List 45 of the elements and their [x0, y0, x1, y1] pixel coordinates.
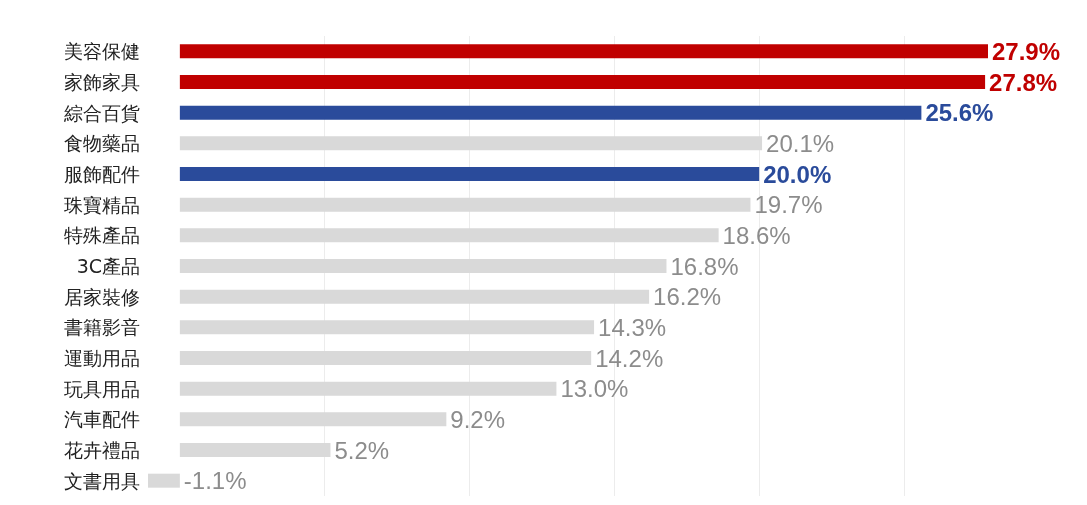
y-tick-label: 家飾家具	[64, 71, 140, 93]
y-tick-label: 文書用具	[64, 469, 140, 492]
y-tick-label: 美容保健	[64, 40, 140, 63]
data-label: 14.2%	[595, 344, 664, 372]
data-label: 19.7%	[754, 191, 823, 219]
data-label: 18.6%	[722, 221, 791, 249]
y-tick-label: 汽車配件	[64, 408, 140, 431]
bar	[179, 44, 988, 59]
y-tick-label: 書籍影音	[64, 316, 140, 339]
bar	[179, 412, 447, 427]
y-tick-label: 運動用品	[64, 347, 140, 369]
bar	[179, 75, 986, 89]
data-label: 14.3%	[598, 313, 667, 341]
bar	[179, 320, 595, 335]
y-tick-label: 服飾配件	[64, 163, 140, 185]
data-label: 27.9%	[992, 37, 1061, 65]
data-label: 16.8%	[670, 252, 739, 280]
y-tick-label: 居家裝修	[64, 285, 140, 308]
y-tick-label: 綜合百貨	[63, 101, 140, 124]
data-label: 25.6%	[925, 99, 994, 127]
y-tick-label: 玩具用品	[64, 377, 140, 400]
bar	[179, 197, 751, 212]
data-label: -1.1%	[183, 467, 247, 495]
y-tick-label: 食物藥品	[64, 132, 140, 155]
data-label: 5.2%	[334, 436, 390, 464]
data-label: 13.0%	[560, 375, 629, 403]
data-label: 20.1%	[766, 129, 835, 157]
data-label: 9.2%	[450, 405, 506, 433]
bar	[179, 167, 760, 181]
bar	[179, 136, 763, 151]
y-tick-label: 3C產品	[76, 255, 140, 277]
data-label: 20.0%	[763, 160, 832, 188]
data-label: 27.8%	[989, 68, 1058, 96]
bar	[179, 105, 922, 120]
bar	[148, 473, 180, 488]
bar	[179, 228, 719, 243]
bar	[179, 381, 557, 396]
bar	[179, 259, 667, 273]
y-tick-label: 珠寶精品	[64, 193, 140, 216]
bar	[179, 351, 592, 365]
y-tick-label: 花卉禮品	[64, 439, 140, 461]
bar	[179, 289, 650, 304]
data-label: 16.2%	[653, 283, 722, 311]
bar	[179, 443, 331, 457]
y-tick-label: 特殊產品	[64, 224, 140, 247]
